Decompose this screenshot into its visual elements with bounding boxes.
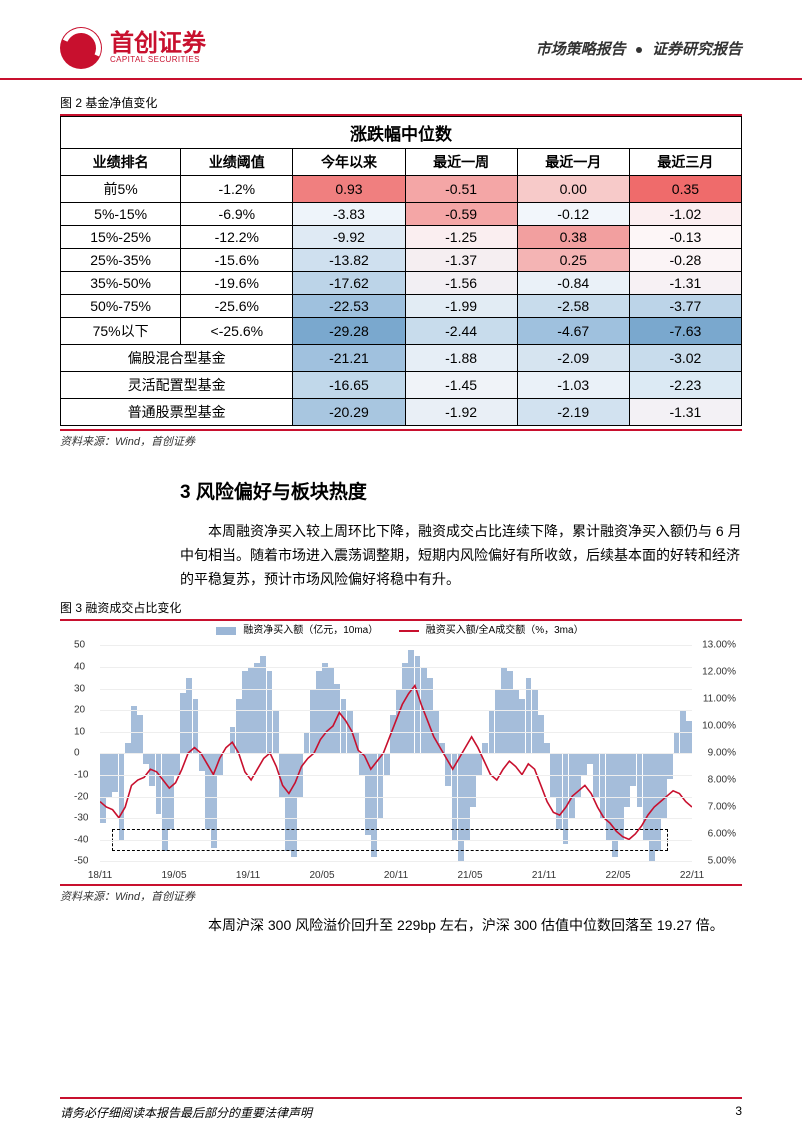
table-row: 前5%-1.2%0.93-0.510.000.35 [61,176,742,203]
legend-line-label: 融资买入额/全A成交额（%，3ma） [426,625,584,636]
section3-para2: 本周沪深 300 风险溢价回升至 229bp 左右，沪深 300 估值中位数回落… [180,914,742,938]
table-row: 5%-15%-6.9%-3.83-0.59-0.12-1.02 [61,203,742,226]
grid-line [100,775,692,776]
left-axis-tick: -10 [74,769,88,780]
right-axis-tick: 9.00% [708,748,736,759]
x-axis-tick: 18/11 [88,870,112,881]
x-axis-tick: 21/11 [532,870,556,881]
logo-name-en: CAPITAL SECURITIES [110,56,206,64]
grid-line [100,753,692,754]
table-row: 15%-25%-12.2%-9.92-1.250.38-0.13 [61,226,742,249]
grid-line [100,797,692,798]
margin-chart: 融资净买入额（亿元，10ma） 融资买入额/全A成交额（%，3ma） -50 -4… [60,621,740,881]
table-col-header: 最近一月 [517,149,629,176]
grid-line [100,861,692,862]
legend-bar-label: 融资净买入额（亿元，10ma） [243,625,378,636]
page-header: 首创证券 CAPITAL SECURITIES 市场策略报告 证券研究报告 [0,0,802,80]
right-axis-tick: 10.00% [702,721,736,732]
right-axis-tick: 5.00% [708,856,736,867]
grid-line [100,667,692,668]
right-axis-tick: 12.00% [702,667,736,678]
footer-disclaimer: 请务必仔细阅读本报告最后部分的重要法律声明 [60,1104,312,1121]
x-axis-tick: 21/05 [457,870,482,881]
logo: 首创证券 CAPITAL SECURITIES [60,27,206,69]
x-axis-tick: 22/11 [680,870,704,881]
logo-name-cn: 首创证券 [110,32,206,56]
left-axis-tick: -40 [74,834,88,845]
header-subtitle: 市场策略报告 证券研究报告 [536,38,742,59]
right-axis-tick: 13.00% [702,640,736,651]
legend-swatch-line [399,630,419,632]
left-axis-tick: -50 [74,856,88,867]
section3-para1: 本周融资净买入较上周环比下降，融资成交占比连续下降，累计融资净买入额仍与 6 月… [180,520,742,591]
x-axis-tick: 19/11 [236,870,260,881]
x-axis-tick: 20/05 [309,870,334,881]
table-col-header: 今年以来 [293,149,405,176]
table-summary-row: 灵活配置型基金-16.65-1.45-1.03-2.23 [61,372,742,399]
table-row: 75%以下<-25.6%-29.28-2.44-4.67-7.63 [61,318,742,345]
table-col-header: 业绩阈值 [181,149,293,176]
left-axis-tick: 0 [74,748,80,759]
table-col-header: 最近一周 [405,149,517,176]
figure2-caption: 图 2 基金净值变化 [60,94,742,116]
figure3-source: 资料来源：Wind，首创证券 [60,884,742,904]
logo-icon [60,27,102,69]
left-axis-tick: 20 [74,705,85,716]
figure2-source: 资料来源：Wind，首创证券 [60,429,742,449]
left-axis-tick: 40 [74,661,85,672]
table-row: 50%-75%-25.6%-22.53-1.99-2.58-3.77 [61,295,742,318]
right-axis-tick: 8.00% [708,775,736,786]
table-col-header: 最近三月 [629,149,741,176]
right-axis-tick: 6.00% [708,829,736,840]
x-axis-tick: 19/05 [161,870,186,881]
chart-legend: 融资净买入额（亿元，10ma） 融资买入额/全A成交额（%，3ma） [60,621,740,636]
grid-line [100,710,692,711]
table-row: 35%-50%-19.6%-17.62-1.56-0.84-1.31 [61,272,742,295]
section3-title: 3 风险偏好与板块热度 [180,477,742,504]
table-col-header: 业绩排名 [61,149,181,176]
page-footer: 请务必仔细阅读本报告最后部分的重要法律声明 3 [60,1104,742,1121]
figure3-caption: 图 3 融资成交占比变化 [60,599,742,621]
legend-swatch-bar [216,627,236,635]
table-row: 25%-35%-15.6%-13.82-1.370.25-0.28 [61,249,742,272]
table-summary-row: 普通股票型基金-20.29-1.92-2.19-1.31 [61,399,742,426]
table-summary-row: 偏股混合型基金-21.21-1.88-2.09-3.02 [61,345,742,372]
left-axis-tick: 10 [74,726,85,737]
right-axis-tick: 11.00% [703,694,736,705]
grid-line [100,645,692,646]
fund-table: 涨跌幅中位数业绩排名业绩阈值今年以来最近一周最近一月最近三月前5%-1.2%0.… [60,116,742,426]
grid-line [100,689,692,690]
footer-divider [60,1097,742,1099]
header-sub-left: 市场策略报告 [536,41,626,58]
left-axis-tick: 50 [74,640,85,651]
x-axis-tick: 20/11 [384,870,408,881]
page-number: 3 [735,1104,742,1121]
left-axis-tick: -30 [74,813,88,824]
x-axis-tick: 22/05 [605,870,630,881]
left-axis-tick: -20 [74,791,88,802]
header-sub-dot [636,47,642,53]
right-axis-tick: 7.00% [708,802,736,813]
grid-line [100,732,692,733]
table-title: 涨跌幅中位数 [61,117,742,149]
grid-line [100,840,692,841]
header-sub-right: 证券研究报告 [652,41,742,58]
grid-line [100,818,692,819]
left-axis-tick: 30 [74,683,85,694]
